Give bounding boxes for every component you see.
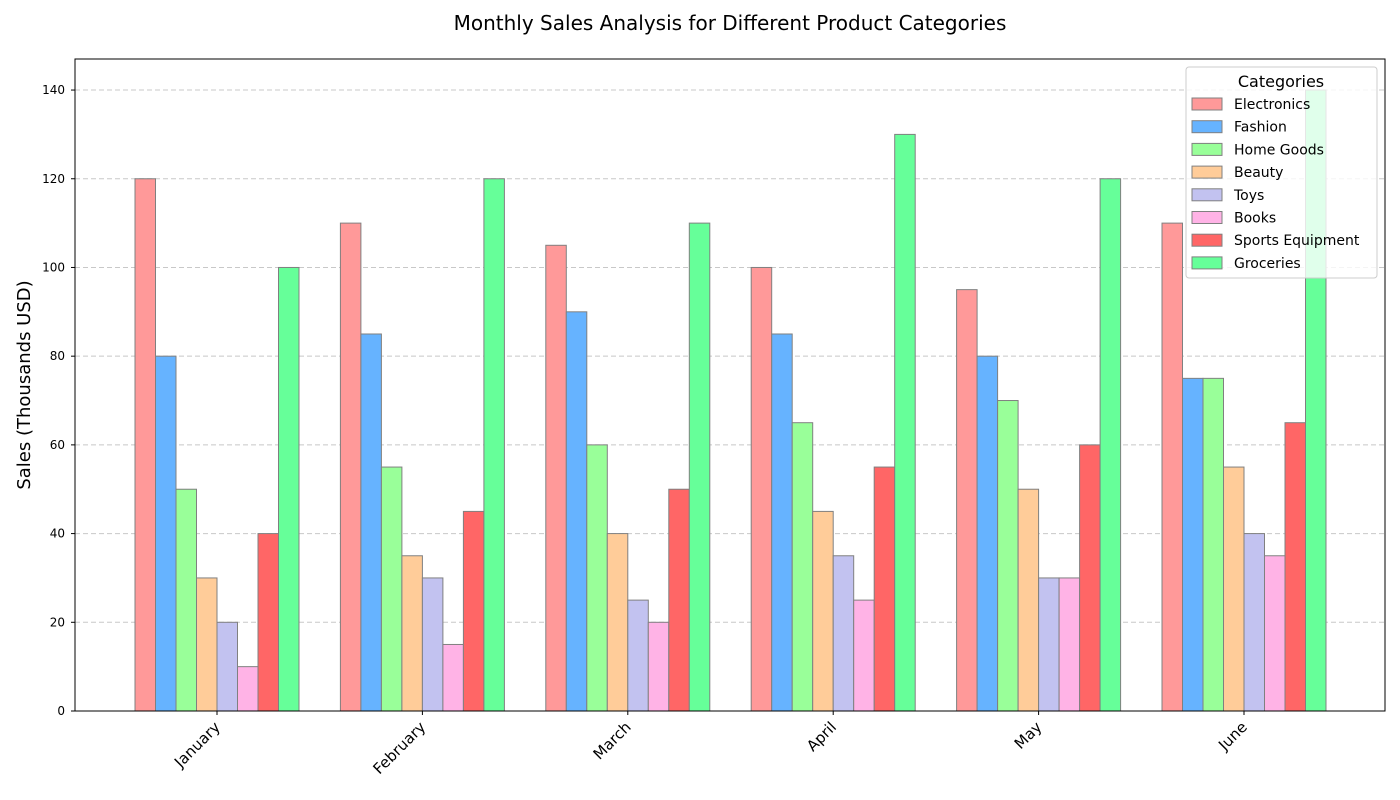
y-tick-label: 0: [57, 704, 65, 718]
legend-label: Books: [1234, 211, 1276, 227]
legend-label: Beauty: [1234, 165, 1283, 181]
bar-groceries-may: [1099, 178, 1122, 712]
bar-fashion-june: [1182, 377, 1204, 712]
bar-toys-january: [216, 621, 238, 712]
y-axis: 0 20 40 60 80 100 120 140: [42, 83, 75, 718]
bar-fashion-february: [360, 333, 382, 712]
bar-sports-equipment-june: [1284, 422, 1306, 712]
x-axis: January February March April May June: [170, 711, 1251, 778]
y-tick-label: 40: [50, 527, 65, 541]
bar-home-goods-march: [586, 444, 608, 712]
bar-sports-equipment-april: [873, 466, 896, 712]
bar-home-goods-april: [791, 422, 814, 712]
legend-swatch-toys: [1191, 188, 1223, 202]
y-tick-label: 140: [42, 83, 65, 97]
bar-electronics-may: [956, 289, 978, 712]
legend-swatch-beauty: [1191, 165, 1223, 179]
bar-sports-equipment-january: [257, 533, 279, 712]
x-tick-label: February: [370, 718, 430, 778]
bar-books-january: [237, 666, 259, 712]
bar-electronics-january: [134, 178, 156, 712]
bar-beauty-april: [812, 510, 834, 712]
bar-toys-february: [421, 577, 444, 712]
bar-fashion-january: [155, 355, 177, 712]
legend-swatch-electronics: [1191, 97, 1223, 111]
plot-frame: [74, 58, 1386, 712]
bar-home-goods-january: [175, 488, 197, 712]
x-tick-label: April: [803, 718, 840, 755]
bar-books-march: [647, 621, 670, 712]
bar-books-june: [1264, 555, 1286, 712]
bar-sports-equipment-february: [462, 510, 485, 712]
bar-books-may: [1058, 577, 1081, 712]
bar-electronics-february: [339, 222, 362, 712]
legend-label: Toys: [1233, 188, 1264, 204]
y-axis-label: Sales (Thousands USD): [14, 280, 35, 489]
bar-home-goods-may: [997, 400, 1019, 712]
bar-fashion-may: [976, 355, 999, 712]
bar-toys-may: [1038, 577, 1060, 712]
x-tick-label: January: [170, 718, 224, 772]
legend-label: Sports Equipment: [1234, 233, 1360, 249]
bar-home-goods-june: [1202, 377, 1224, 712]
bar-fashion-march: [565, 311, 588, 712]
y-tick-label: 80: [50, 349, 65, 363]
bar-groceries-february: [483, 178, 505, 712]
bar-groceries-march: [688, 222, 711, 712]
bar-groceries-january: [278, 266, 300, 712]
x-tick-label: June: [1214, 718, 1251, 755]
legend-label: Groceries: [1234, 256, 1301, 272]
bar-electronics-april: [750, 266, 773, 712]
bar-electronics-june: [1161, 222, 1183, 712]
legend: Categories Electronics Fashion Home Goods B…: [1185, 66, 1378, 279]
y-tick-label: 20: [50, 615, 65, 629]
bars: [134, 89, 1327, 712]
legend-items: Electronics Fashion Home Goods Beauty Toys Bo…: [1191, 97, 1360, 272]
bar-toys-march: [627, 599, 649, 712]
bar-toys-april: [832, 555, 855, 712]
y-tick-label: 120: [42, 172, 65, 186]
bar-books-february: [442, 643, 464, 712]
bar-beauty-june: [1223, 466, 1245, 712]
bar-electronics-march: [545, 244, 567, 712]
legend-swatch-groceries: [1191, 256, 1223, 270]
chart-title: Monthly Sales Analysis for Different Pro…: [454, 11, 1007, 35]
bar-sports-equipment-march: [668, 488, 690, 712]
legend-label: Home Goods: [1234, 142, 1324, 158]
legend-swatch-books: [1191, 211, 1223, 224]
x-tick-label: May: [1011, 718, 1046, 753]
y-tick-label: 60: [50, 438, 65, 452]
bar-toys-june: [1243, 533, 1265, 712]
bar-beauty-march: [606, 533, 629, 712]
legend-swatch-fashion: [1191, 120, 1223, 134]
legend-label: Electronics: [1234, 97, 1310, 113]
bar-beauty-january: [196, 577, 218, 712]
legend-swatch-home-goods: [1191, 142, 1223, 156]
bar-books-april: [853, 599, 875, 712]
x-tick-label: March: [590, 718, 635, 763]
bar-sports-equipment-may: [1079, 444, 1101, 712]
bar-beauty-may: [1017, 488, 1040, 712]
legend-box: [1185, 66, 1378, 279]
bar-fashion-april: [771, 333, 793, 712]
bar-groceries-april: [894, 133, 916, 712]
legend-label: Fashion: [1234, 120, 1287, 136]
bar-home-goods-february: [380, 466, 403, 712]
legend-title: Categories: [1238, 72, 1324, 91]
y-tick-label: 100: [42, 260, 65, 274]
bar-beauty-february: [401, 555, 423, 712]
legend-swatch-sports-equipment: [1191, 233, 1223, 247]
